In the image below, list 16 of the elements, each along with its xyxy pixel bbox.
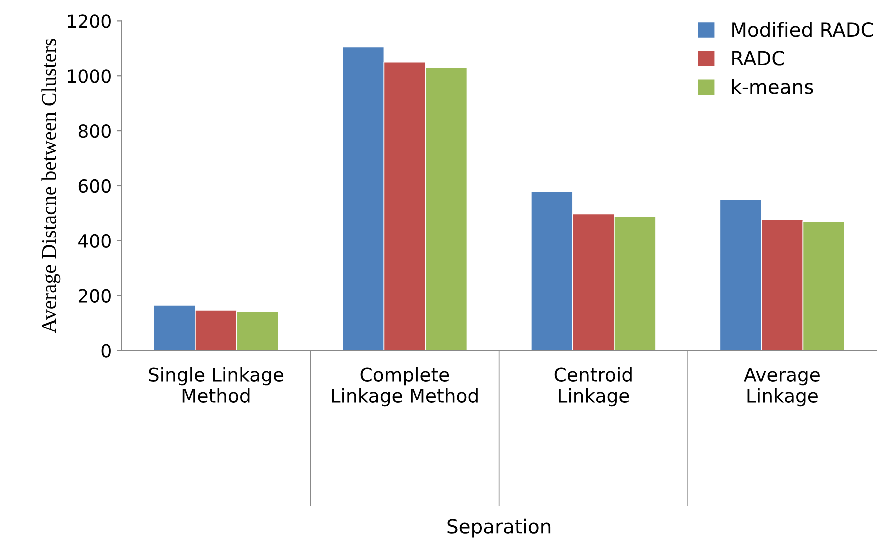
text: Separation [448,518,551,538]
legend-label: RADC [732,51,784,66]
x-tick-label: Average Linkage [744,368,820,407]
x-tick-label: Complete Linkage Method [332,367,478,407]
y-tick-label: 200 [78,289,111,303]
y-tick-label: 600 [78,179,111,194]
y-tick-label: 400 [78,234,111,248]
y-tick-label: 1000 [68,70,111,84]
x-tick-label: Single Linkage Method [149,367,284,403]
legend-label: Modified RADC [732,22,874,38]
legend-label: k-means [732,79,814,94]
y-tick-label: 0 [102,344,111,358]
y-tick-label: 800 [78,124,111,138]
y-axis-title: Average Distacne between Clusters [42,39,61,334]
x-tick-label: Centroid Linkage [554,367,632,407]
y-tick-label: 1200 [68,14,111,28]
